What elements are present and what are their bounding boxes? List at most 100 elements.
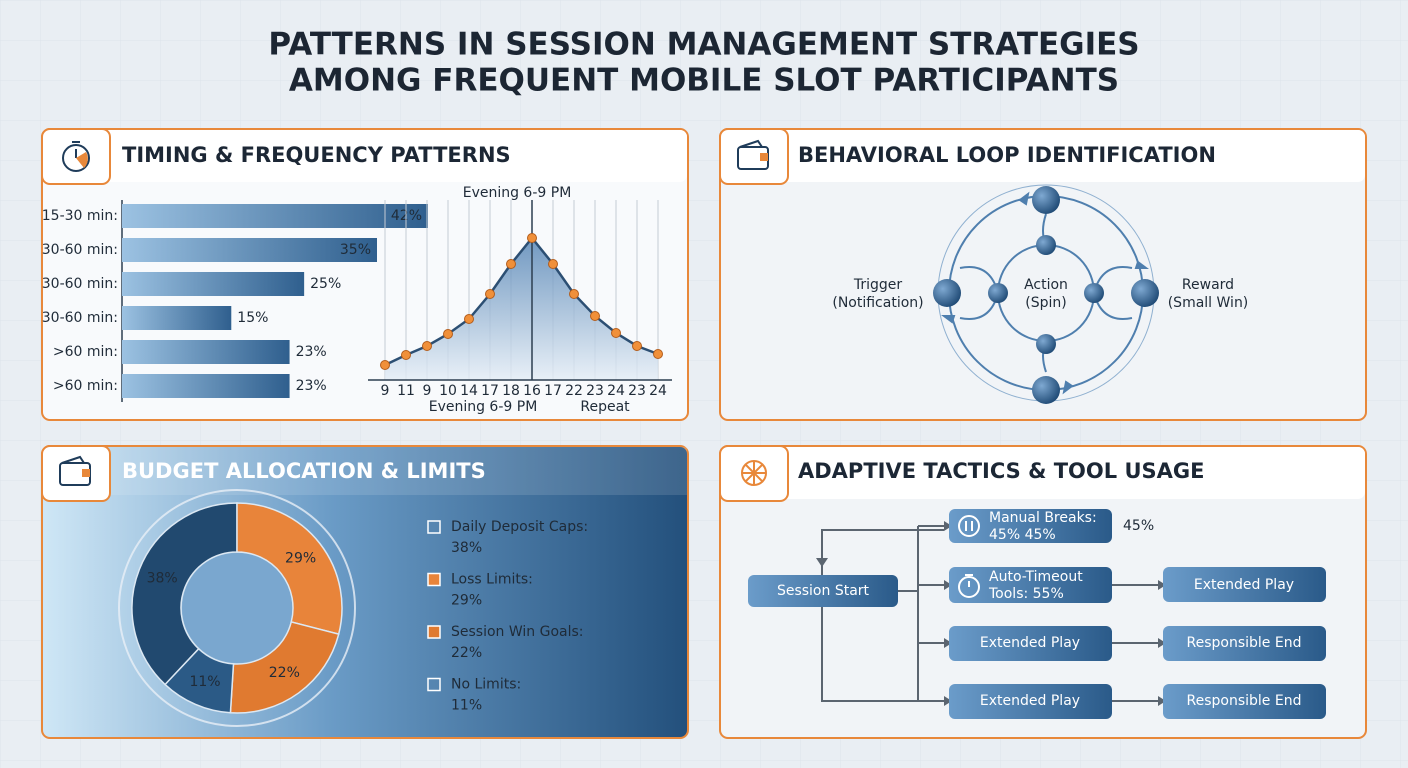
flow-node: Extended Play xyxy=(980,635,1080,651)
category-label: 30-60 min: xyxy=(42,276,118,292)
value-label: 23% xyxy=(296,378,327,394)
panel-header xyxy=(43,130,687,182)
x-tick-label: 18 xyxy=(502,383,520,399)
x-tick-label: 14 xyxy=(460,383,478,399)
flow-node: 45% 45% xyxy=(989,527,1056,543)
marker xyxy=(401,350,411,360)
loop-sublabel: (Spin) xyxy=(1025,295,1066,311)
x-tick-label: 23 xyxy=(586,383,604,399)
panel-heading: BUDGET ALLOCATION & LIMITS xyxy=(122,459,486,483)
slice-label: 22% xyxy=(269,665,300,681)
area xyxy=(385,238,658,380)
loop-label: Action xyxy=(1024,277,1068,293)
bar xyxy=(122,272,305,296)
legend-label: Session Win Goals: xyxy=(451,624,584,640)
legend-value: 38% xyxy=(451,540,482,556)
pie-slice xyxy=(236,502,343,636)
slice-label: 11% xyxy=(189,674,220,690)
bar xyxy=(122,238,377,262)
marker xyxy=(527,233,537,243)
x-tick-label: 24 xyxy=(649,383,667,399)
category-label: >60 min: xyxy=(53,344,118,360)
pie-slice xyxy=(131,502,238,686)
category-label: 30-60 min: xyxy=(42,310,118,326)
marker xyxy=(548,259,558,269)
x-tick-label: 11 xyxy=(397,383,415,399)
stopwatch-icon xyxy=(62,141,90,172)
marker xyxy=(506,259,516,269)
panel xyxy=(719,128,1367,421)
bar xyxy=(122,374,290,398)
marker xyxy=(590,311,600,321)
marker xyxy=(632,341,642,351)
legend-label: No Limits: xyxy=(451,677,521,693)
flow-icons xyxy=(958,515,980,598)
flow-node: Responsible End xyxy=(1187,635,1302,651)
panel-header xyxy=(721,447,1365,499)
network-icon xyxy=(741,460,767,486)
flow-node: Extended Play xyxy=(980,693,1080,709)
icon-box xyxy=(41,445,111,502)
loop-label: Trigger xyxy=(853,277,903,293)
loop-sublabel: (Small Win) xyxy=(1168,295,1249,311)
slice-label: 29% xyxy=(285,551,316,567)
category-label: 30-60 min: xyxy=(42,242,118,258)
legend-label: Daily Deposit Caps: xyxy=(451,519,588,535)
loop-nodes xyxy=(933,186,1159,404)
value-label: 25% xyxy=(310,276,341,292)
marker xyxy=(380,360,390,370)
x-tick-label: 9 xyxy=(381,383,390,399)
marker xyxy=(569,289,579,299)
value-label: 35% xyxy=(340,242,371,258)
legend-swatch xyxy=(427,572,441,587)
flow-node: Manual Breaks: xyxy=(989,510,1097,526)
panel-header xyxy=(110,447,687,495)
marker xyxy=(485,289,495,299)
bar xyxy=(122,340,290,364)
x-tick-label: 17 xyxy=(544,383,562,399)
panel-header xyxy=(721,130,1365,182)
x-tick-label: 22 xyxy=(565,383,583,399)
flow-boxes xyxy=(748,509,1326,719)
x-tick-label: 9 xyxy=(423,383,432,399)
loop-sublabel: (Notification) xyxy=(832,295,923,311)
legend-value: 29% xyxy=(451,593,482,609)
title-line: PATTERNS IN SESSION MANAGEMENT STRATEGIE… xyxy=(268,27,1139,63)
icon-box xyxy=(719,128,789,185)
donut-hole xyxy=(182,553,292,663)
flow-node: Session Start xyxy=(777,583,870,599)
bar xyxy=(122,204,428,228)
x-tick-label: 17 xyxy=(481,383,499,399)
legend-label: Loss Limits: xyxy=(451,572,533,588)
loop-label: Reward xyxy=(1182,277,1234,293)
category-label: >60 min: xyxy=(53,378,118,394)
annotation: Evening 6-9 PM xyxy=(429,399,538,415)
flow-node: Auto-Timeout xyxy=(989,569,1083,585)
legend-value: 11% xyxy=(451,698,482,714)
bar xyxy=(122,306,232,330)
marker xyxy=(422,341,432,351)
value-label: 15% xyxy=(237,310,268,326)
marker xyxy=(443,329,453,339)
donut-ring xyxy=(118,489,356,727)
x-tick-label: 23 xyxy=(628,383,646,399)
marker xyxy=(464,314,474,324)
annotation: Repeat xyxy=(580,399,630,415)
value-label: 23% xyxy=(296,344,327,360)
annotation: Evening 6-9 PM xyxy=(463,185,572,201)
marker xyxy=(653,349,663,359)
x-tick-label: 24 xyxy=(607,383,625,399)
wallet-icon xyxy=(737,139,769,170)
category-label: 15-30 min: xyxy=(42,208,118,224)
flow-node: Tools: 55% xyxy=(988,586,1064,602)
marker xyxy=(611,328,621,338)
legend-swatch xyxy=(427,677,441,692)
pie-slice xyxy=(164,647,235,714)
slice-label: 38% xyxy=(147,570,178,586)
legend-value: 22% xyxy=(451,645,482,661)
panel-heading: TIMING & FREQUENCY PATTERNS xyxy=(122,143,511,167)
x-tick-label: 10 xyxy=(439,383,457,399)
flow-node: Responsible End xyxy=(1187,693,1302,709)
flow-node: Extended Play xyxy=(1194,577,1294,593)
